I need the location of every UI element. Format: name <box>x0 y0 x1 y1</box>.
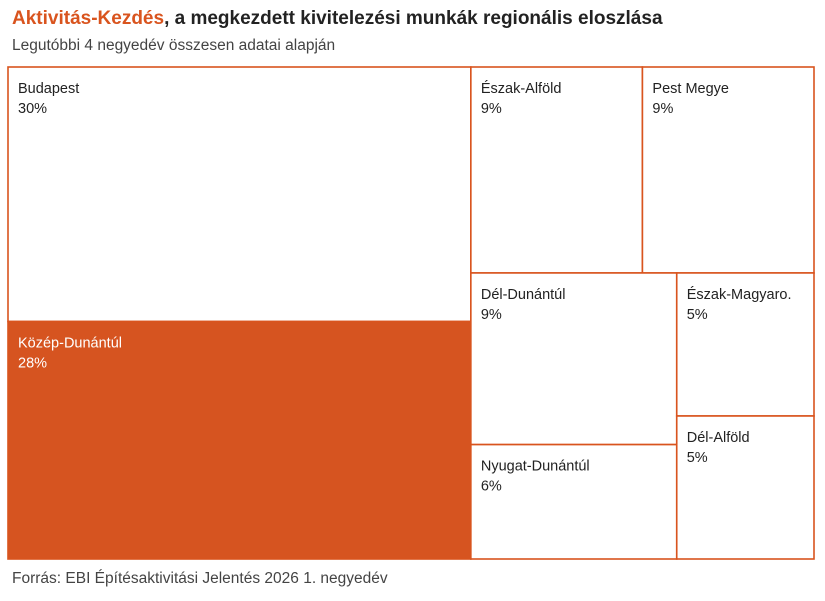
chart-title-highlight: Aktivitás-Kezdés <box>12 8 165 29</box>
treemap-label-kozep-dunantul: Közép-Dunántúl <box>18 335 122 351</box>
treemap-tile-rect-del-alfold <box>675 415 815 560</box>
treemap-tile-rect-eszak-magyaro <box>675 272 815 417</box>
treemap-value-eszak-alfold: 9% <box>481 101 502 117</box>
treemap-value-budapest: 30% <box>18 101 47 117</box>
treemap-tile-rect-kozep-dunantul <box>7 320 472 560</box>
treemap-tile-pest-megye: Pest Megye 9% <box>641 66 815 274</box>
treemap-label-del-dunantul: Dél-Dunántúl <box>481 287 566 303</box>
treemap-tile-rect-pest-megye <box>641 66 815 274</box>
treemap-value-eszak-magyaro: 5% <box>687 307 708 323</box>
treemap-tile-nyugat-dunantul: Nyugat-Dunántúl 6% <box>470 443 678 560</box>
treemap-tile-rect-eszak-alfold <box>470 66 644 274</box>
treemap-tile-eszak-alfold: Észak-Alföld 9% <box>470 66 644 274</box>
treemap-tile-del-dunantul: Dél-Dunántúl 9% <box>470 272 678 446</box>
treemap-tile-kozep-dunantul: Közép-Dunántúl 28% <box>7 320 472 560</box>
treemap-value-kozep-dunantul: 28% <box>18 355 47 371</box>
treemap-label-pest-megye: Pest Megye <box>652 81 729 97</box>
treemap-label-nyugat-dunantul: Nyugat-Dunántúl <box>481 459 590 475</box>
treemap-label-eszak-magyaro: Észak-Magyaro. <box>687 286 792 303</box>
treemap-label-del-alfold: Dél-Alföld <box>687 430 750 446</box>
treemap-value-pest-megye: 9% <box>652 101 673 117</box>
treemap-label-eszak-alfold: Észak-Alföld <box>481 80 562 97</box>
treemap-tile-del-alfold: Dél-Alföld 5% <box>675 415 815 560</box>
treemap-label-budapest: Budapest <box>18 81 79 97</box>
chart-title: Aktivitás-Kezdés, a megkezdett kivitelez… <box>12 8 663 30</box>
chart-subtitle: Legutóbbi 4 negyedév összesen adatai ala… <box>12 37 336 54</box>
treemap-tile-budapest: Budapest 30% <box>7 66 472 323</box>
treemap-tile-rect-budapest <box>7 66 472 323</box>
treemap-tile-eszak-magyaro: Észak-Magyaro. 5% <box>675 272 815 417</box>
treemap-tile-rect-del-dunantul <box>470 272 678 446</box>
source-footnote: Forrás: EBI Építésaktivitási Jelentés 20… <box>12 570 388 587</box>
treemap-value-nyugat-dunantul: 6% <box>481 479 502 495</box>
chart-title-rest: , a megkezdett kivitelezési munkák regio… <box>164 8 663 29</box>
treemap-value-del-alfold: 5% <box>687 450 708 466</box>
treemap-tile-rect-nyugat-dunantul <box>470 443 678 560</box>
treemap-value-del-dunantul: 9% <box>481 307 502 323</box>
